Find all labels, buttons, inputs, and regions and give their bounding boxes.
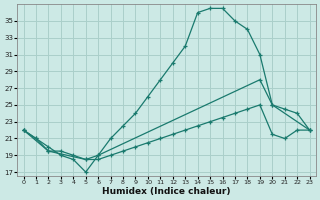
X-axis label: Humidex (Indice chaleur): Humidex (Indice chaleur): [102, 187, 231, 196]
